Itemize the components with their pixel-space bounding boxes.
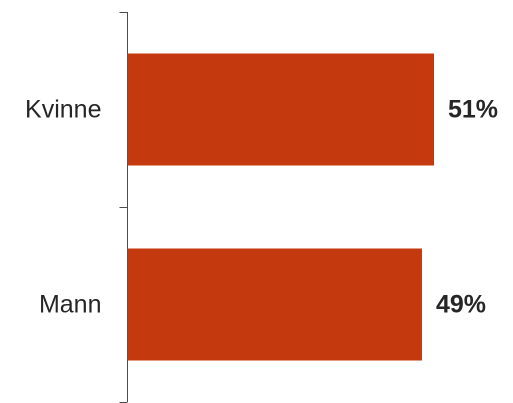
value-label-kvinne: 51% [448,96,498,124]
labels-group: Kvinne 51% Mann 49% [25,96,498,319]
value-label-mann: 49% [436,291,486,319]
category-axis-ticks [119,12,128,403]
category-label-kvinne: Kvinne [25,96,101,124]
bars-group [127,53,434,361]
category-label-mann: Mann [39,291,102,319]
bar-mann [127,248,422,361]
bar-kvinne [127,53,434,166]
